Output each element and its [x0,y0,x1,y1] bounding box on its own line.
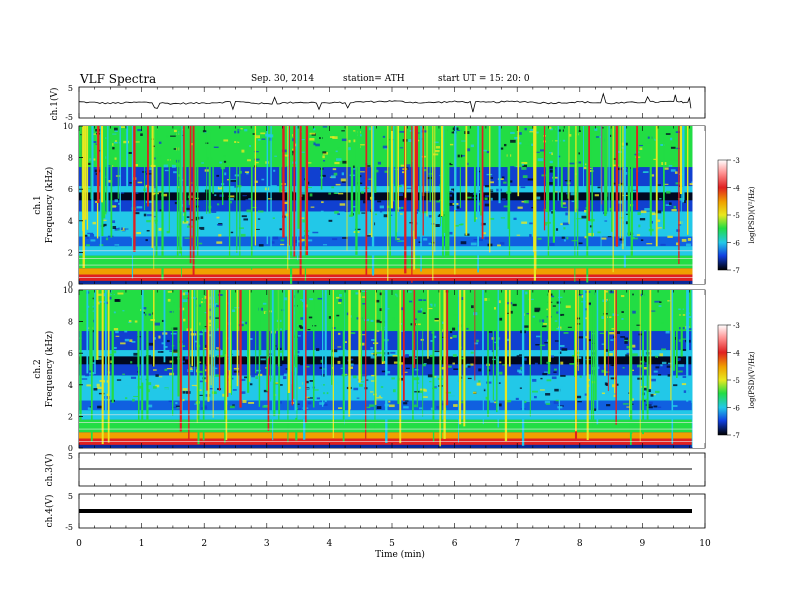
ch3-ylabel: ch.3(V) [44,454,55,487]
ch2-colorbar-ticks: -3 -4 -5 -6 -7 [727,322,740,440]
x-axis-ticks [78,87,706,528]
colorbar-tick-label: -5 [733,377,740,385]
x-tick-label: 4 [327,539,333,549]
x-axis-label: Time (min) [375,549,425,560]
ch2-spec-yticks: 0 2 4 6 8 10 [63,286,83,453]
ch1-ylabel: ch.1(V) [49,88,60,121]
spec-ytick-label: 2 [68,248,73,257]
ch4-ytick-bottom: -5 [65,523,73,532]
ch2-spec-ylabel-b: Frequency (kHz) [44,331,55,408]
x-tick-label: 2 [201,539,207,549]
figure-title: VLF Spectra [80,72,157,86]
x-axis-tick-labels: 0 1 2 3 4 5 6 7 8 9 10 [76,539,711,549]
ch1-spec-yticks: 0 2 4 6 8 10 [63,122,83,289]
spec-ytick-label: 10 [63,122,73,131]
ch1-spec-ylabel-a: ch.1 [33,195,43,214]
ch1-trace [78,92,692,113]
x-tick-label: 6 [452,539,458,549]
x-tick-label: 8 [577,539,583,549]
colorbar-tick-label: -7 [733,267,740,275]
ch3-ytick-top: 5 [68,452,73,461]
x-tick-label: 10 [699,539,711,549]
spec-ytick-label: 2 [68,412,73,421]
spec-ytick-label: 0 [68,444,73,453]
ch1-ytick-top: 5 [68,84,73,93]
spec-ytick-label: 6 [68,349,73,358]
ch4-waveform-panel: ch.4(V) 5 -5 [44,492,706,532]
ch2-colorbar-label: log(PSD)(V²/Hz) [748,351,756,408]
colorbar-tick-label: -5 [733,212,740,220]
ch2-spectrogram-image [79,290,705,448]
ch1-spec-ylabel-b: Frequency (kHz) [44,167,55,244]
station-label: station= ATH [343,74,405,84]
x-tick-label: 7 [514,539,520,549]
colorbar-tick-label: -4 [733,185,740,193]
x-tick-label: 9 [640,539,646,549]
spec-ytick-label: 0 [68,280,73,289]
ch1-spectrogram-image [79,126,705,284]
colorbar-tick-label: -6 [733,240,740,248]
spec-ytick-label: 4 [68,381,73,390]
ch4-ytick-top: 5 [68,492,73,501]
colorbar-tick-label: -3 [733,157,740,165]
x-tick-label: 1 [139,539,145,549]
ch1-waveform-panel: ch.1(V) 5 -5 [49,84,706,122]
x-tick-label: 3 [264,539,270,549]
colorbar-tick-label: -3 [733,322,740,330]
x-tick-label: 5 [389,539,395,549]
x-tick-label: 0 [76,539,82,549]
colorbar-tick-label: -4 [733,350,740,358]
spec-ytick-label: 6 [68,185,73,194]
ch2-colorbar [717,324,728,436]
spec-ytick-label: 8 [68,154,73,163]
ch4-ylabel: ch.4(V) [44,495,55,528]
spec-ytick-label: 10 [63,286,73,295]
ch1-ytick-bottom: -5 [65,113,73,122]
ch2-spec-ylabel-a: ch.2 [33,359,43,378]
colorbar-tick-label: -7 [733,432,740,440]
ch1-colorbar-label: log(PSD)(V²/Hz) [748,186,756,243]
ch1-colorbar-ticks: -3 -4 -5 -6 -7 [727,157,740,275]
colorbar-tick-label: -6 [733,405,740,413]
start-time-label: start UT = 15: 20: 0 [438,74,530,84]
ch1-colorbar [717,159,728,271]
spec-ytick-label: 8 [68,318,73,327]
ch3-waveform-panel: ch.3(V) 5 [44,452,706,487]
spec-ytick-label: 4 [68,217,73,226]
date-label: Sep. 30, 2014 [251,74,315,84]
